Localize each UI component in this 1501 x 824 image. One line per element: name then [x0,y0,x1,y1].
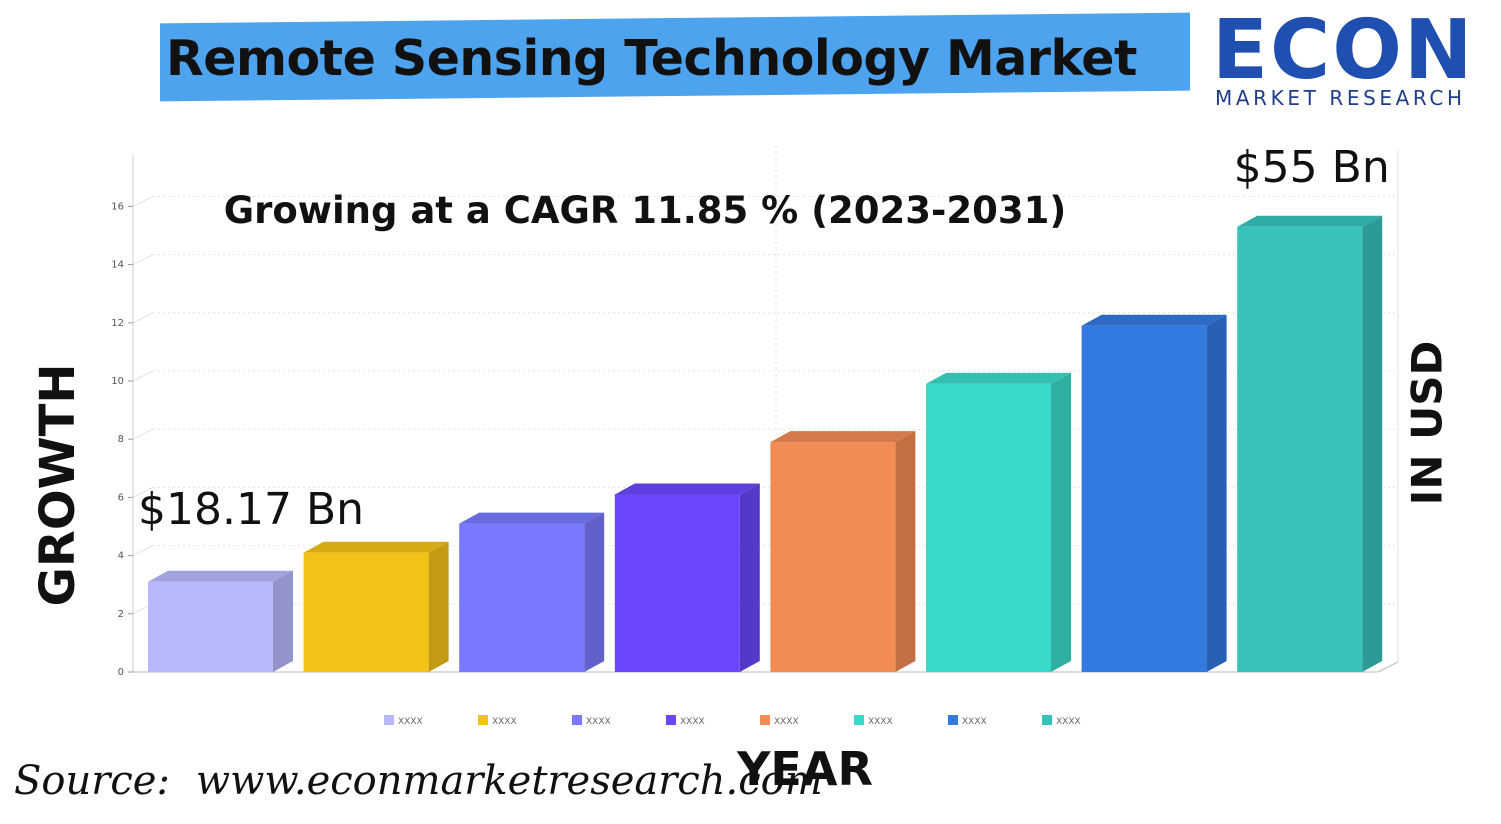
bar-front [614,494,740,672]
bar-front [1081,325,1207,672]
bar-front [926,383,1051,672]
logo-subtitle: MARKET RESEARCH [1215,86,1466,110]
legend-label[interactable]: XXXX [492,717,517,727]
y-tick-label: 4 [118,551,124,562]
econ-logo: ECON MARKET RESEARCH [1212,3,1487,111]
legend-label[interactable]: XXXX [962,717,987,727]
y-tick-label: 16 [111,201,124,212]
legend-swatch[interactable] [384,715,394,725]
bar[interactable] [148,570,293,672]
bar-top [303,541,449,553]
bar-front [303,552,429,672]
gridline-diag [132,370,154,382]
legend-swatch[interactable] [1042,715,1052,725]
bar-top [926,372,1071,384]
gridline-diag [132,545,154,557]
bar[interactable] [1081,314,1227,672]
source-url[interactable]: www.econmarketresearch.com [195,758,823,804]
legend-label[interactable]: XXXX [774,717,799,727]
legend-swatch[interactable] [666,715,676,725]
legend-swatch[interactable] [760,715,770,725]
page-title: Remote Sensing Technology Market [166,30,1137,87]
legend-label[interactable]: XXXX [398,717,423,727]
bar-side [1362,215,1383,672]
legend-swatch[interactable] [478,715,488,725]
bar[interactable] [926,372,1071,672]
bar-front [1237,226,1363,672]
legend-swatch[interactable] [572,715,582,725]
legend-swatch[interactable] [854,715,864,725]
bar-side [1051,372,1071,672]
bar-top [614,483,760,495]
gridline-diag [132,428,154,440]
bar-top [459,512,605,524]
bar[interactable] [770,431,916,672]
bar-top [770,431,916,443]
y-tick-label: 8 [118,434,124,445]
bar-top [1081,314,1227,326]
bar-front [459,523,585,672]
chart-title: Growing at a CAGR 11.85 % (2023-2031) [224,189,1067,232]
bar-side [1206,314,1227,672]
y-tick-label: 10 [111,376,124,387]
bar-top [148,570,293,582]
legend-label[interactable]: XXXX [586,717,611,727]
y-tick-label: 14 [111,260,124,271]
floor-edge [1377,661,1399,673]
legend-swatch[interactable] [948,715,958,725]
y-axis-label: GROWTH [30,363,86,607]
bar[interactable] [614,483,760,672]
y-tick-label: 12 [111,318,124,329]
x-axis-label: YEAR [737,742,873,796]
y-tick-label: 0 [118,667,124,678]
bar[interactable] [303,541,449,672]
y-tick-label: 6 [118,492,124,503]
bar-top [1237,215,1383,227]
bar-side [584,512,605,672]
bar-front [770,442,896,672]
bar-side [895,431,916,672]
gridline-diag [132,486,154,498]
y-axis-right-label: IN USD [1402,340,1452,506]
legend-label[interactable]: XXXX [1056,717,1081,727]
gridline-diag [132,312,154,324]
y-tick-label: 2 [118,609,124,620]
value-annotation: $55 Bn [1234,142,1390,193]
value-annotation: $18.17 Bn [138,484,364,535]
logo-wordmark: ECON [1212,3,1475,98]
source-credit: Source: www.econmarketresearch.com [14,758,823,804]
legend-label[interactable]: XXXX [868,717,893,727]
bar-front [148,581,273,672]
legend-label[interactable]: XXXX [680,717,705,727]
source-label: Source: [14,758,170,804]
bar-side [273,570,293,672]
bar[interactable] [459,512,605,672]
gridline-diag [132,254,154,266]
bar[interactable] [1237,215,1383,672]
gridline-diag [132,195,154,207]
bar-side [428,541,449,672]
bar-side [739,483,760,672]
